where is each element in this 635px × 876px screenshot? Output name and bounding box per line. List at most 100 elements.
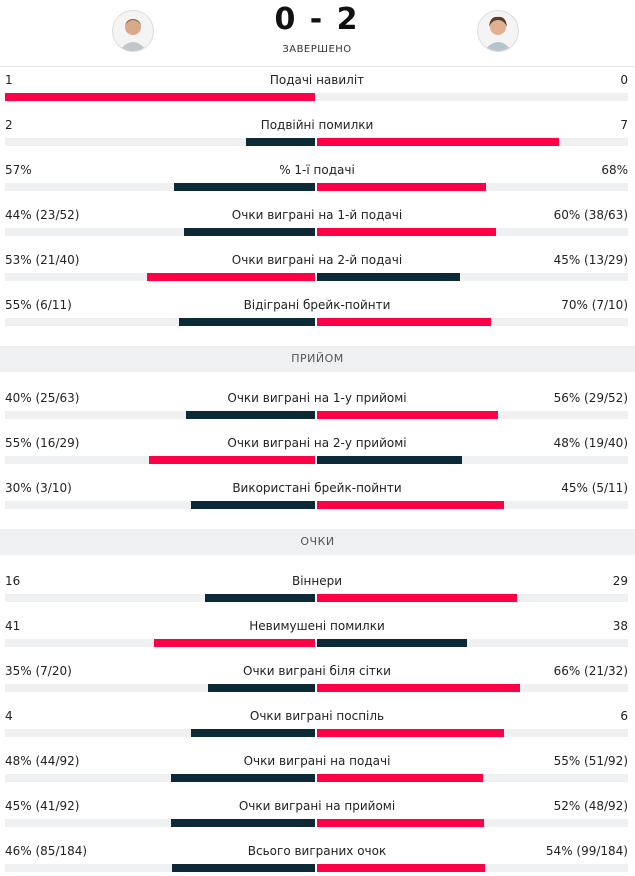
bar-track: [317, 273, 628, 281]
bar-left: [147, 273, 315, 281]
bar-left: [191, 729, 315, 737]
stat-left: 55% (6/11): [5, 298, 72, 312]
bar-right: [317, 639, 467, 647]
bar-track: [5, 594, 315, 602]
stat-label: Очки виграні на 1-у прийомі: [227, 391, 407, 405]
stat-left: 55% (16/29): [5, 436, 80, 450]
stat-right: 7: [620, 118, 628, 132]
bar-track: [5, 228, 315, 236]
bar-left: [183, 228, 315, 236]
bar-left: [5, 93, 315, 101]
player-avatar: [477, 10, 519, 52]
bar-right: [317, 183, 487, 191]
stat-label: Очки виграні на прийомі: [238, 799, 396, 813]
bar-track: [5, 684, 315, 692]
bar-right: [317, 411, 499, 419]
score: 0 - 2: [274, 2, 360, 37]
bar-left: [185, 411, 315, 419]
stat-right: 45% (13/29): [553, 253, 628, 267]
stat-label: Всього виграних очок: [247, 844, 387, 858]
stat-right: 45% (5/11): [561, 481, 628, 495]
stat-label: Використані брейк-пойнти: [232, 481, 402, 495]
bar-left: [170, 774, 315, 782]
stat-label: Очки виграні біля сітки: [243, 664, 391, 678]
stat-right: 66% (21/32): [553, 664, 628, 678]
stat-right: 29: [612, 574, 628, 588]
bar-left: [149, 456, 315, 464]
section-header: ОЧКИ: [0, 529, 635, 555]
bar-track: [5, 318, 315, 326]
stat-label: Віннери: [291, 574, 343, 588]
bar-right: [317, 864, 485, 872]
bar-track: [5, 774, 315, 782]
bar-track: [5, 183, 315, 191]
bar-left: [191, 501, 315, 509]
stat-label: Подачі навиліт: [269, 73, 365, 87]
stat-right: 56% (29/52): [553, 391, 628, 405]
stat-right: 55% (51/92): [553, 754, 628, 768]
stat-label: % 1-ї подачі: [279, 163, 355, 177]
bar-right: [317, 774, 484, 782]
bar-right: [317, 729, 504, 737]
stat-left: 48% (44/92): [5, 754, 80, 768]
bar-left: [171, 819, 315, 827]
stat-right: 0: [620, 73, 628, 87]
bar-right: [317, 594, 518, 602]
stat-left: 57%: [5, 163, 32, 177]
stat-right: 54% (99/184): [545, 844, 628, 858]
bar-left: [178, 318, 315, 326]
divider: [0, 66, 635, 67]
stat-left: 46% (85/184): [5, 844, 88, 858]
stat-label: Очки виграні поспіль: [249, 709, 385, 723]
bar-left: [154, 639, 315, 647]
stat-left: 2: [5, 118, 13, 132]
stat-label: Очки виграні на подачі: [243, 754, 391, 768]
bar-left: [204, 594, 315, 602]
stat-right: 52% (48/92): [553, 799, 628, 813]
stat-label: Невимушені помилки: [249, 619, 385, 633]
stat-label: Очки виграні на 1-й подачі: [231, 208, 403, 222]
bar-left: [246, 138, 315, 146]
stat-left: 44% (23/52): [5, 208, 80, 222]
bar-right: [317, 684, 521, 692]
stat-label: Очки виграні на 2-у прийомі: [227, 436, 407, 450]
stat-left: 30% (3/10): [5, 481, 72, 495]
stat-left: 1: [5, 73, 13, 87]
stat-left: 45% (41/92): [5, 799, 80, 813]
bar-right: [317, 138, 559, 146]
stat-right: 60% (38/63): [553, 208, 628, 222]
bar-right: [317, 501, 504, 509]
bar-track: [5, 501, 315, 509]
bar-track: [317, 456, 628, 464]
section-header: ПРИЙОМ: [0, 346, 635, 372]
stat-right: 68%: [601, 163, 628, 177]
bar-left: [173, 183, 315, 191]
bar-track: [5, 138, 315, 146]
bar-track: [5, 411, 315, 419]
stat-label: Очки виграні на 2-й подачі: [231, 253, 403, 267]
stat-left: 16: [5, 574, 21, 588]
stat-label: Подвійні помилки: [260, 118, 374, 132]
match-status: ЗАВЕРШЕНО: [282, 44, 352, 55]
bar-right: [317, 273, 460, 281]
stat-left: 35% (7/20): [5, 664, 72, 678]
bar-track: [5, 819, 315, 827]
bar-right: [317, 456, 462, 464]
stat-left: 4: [5, 709, 13, 723]
stat-left: 53% (21/40): [5, 253, 80, 267]
bar-track: [317, 639, 628, 647]
stat-right: 48% (19/40): [553, 436, 628, 450]
bar-left: [172, 864, 315, 872]
stat-left: 40% (25/63): [5, 391, 80, 405]
bar-left: [207, 684, 315, 692]
bar-right: [317, 819, 484, 827]
stat-label: Відіграні брейк-пойнти: [243, 298, 391, 312]
bar-track: [5, 864, 315, 872]
stat-right: 38: [612, 619, 628, 633]
stat-right: 70% (7/10): [561, 298, 628, 312]
bar-right: [317, 318, 492, 326]
bar-track: [5, 729, 315, 737]
stat-right: 6: [620, 709, 628, 723]
bar-right: [317, 228, 497, 236]
